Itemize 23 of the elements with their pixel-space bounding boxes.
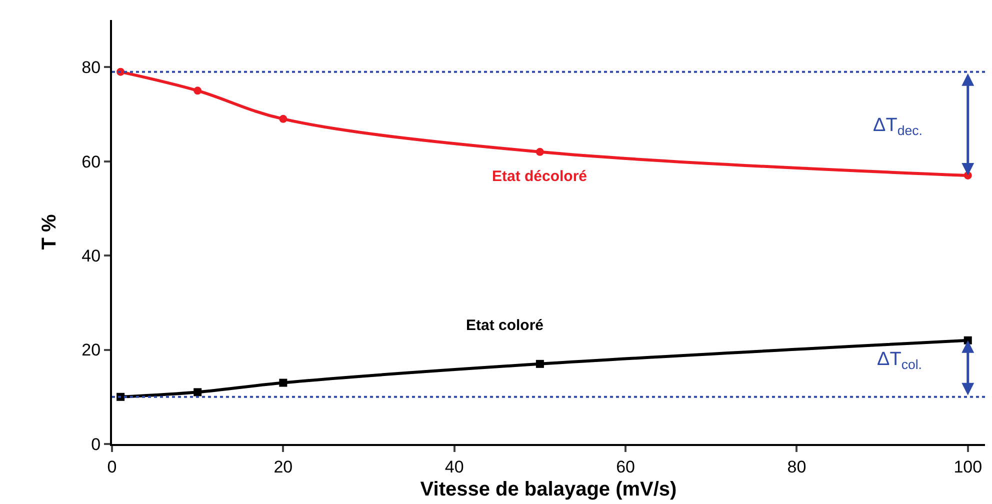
y-tick-label: 60 [82,152,101,172]
x-tick-label: 20 [274,457,293,476]
x-tick-label: 0 [107,457,117,476]
y-tick-label: 40 [82,246,101,266]
x-tick-label: 60 [616,457,635,476]
y-tick-label: 80 [82,58,101,78]
point [536,360,544,368]
point [536,148,544,156]
annotation: Etat décoloré [492,168,588,185]
y-tick-label: 20 [82,340,101,360]
annotation: ΔT$_{dec.}$ [873,115,922,138]
annotation: Etat coloré [466,317,544,334]
point [194,86,202,95]
point [279,114,288,123]
point [194,388,202,396]
y-axis-title: T % [38,214,61,250]
x-tick-label: 100 [954,457,982,476]
y-tick-label: 0 [91,434,101,454]
point [279,378,288,387]
annotation: ΔT$_{col.}$ [877,349,922,372]
x-tick-label: 80 [787,457,806,476]
x-tick-label: 40 [444,457,464,476]
x-axis-title: Vitesse de balayage (mV/s) [420,478,677,500]
